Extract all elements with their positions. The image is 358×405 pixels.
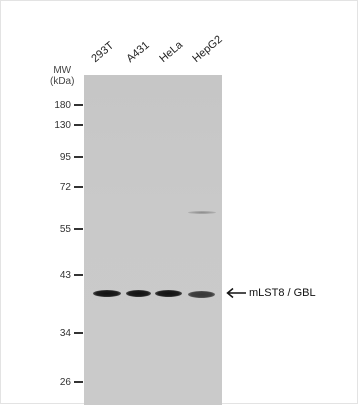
mw-header-line2: (kDa) (50, 76, 75, 87)
marker-label: 72 (59, 181, 71, 193)
marker-label: 43 (59, 269, 71, 281)
marker-180: 180 (53, 99, 83, 111)
marker-label: 180 (54, 99, 71, 111)
marker-95: 95 (53, 151, 83, 163)
marker-label: 55 (59, 223, 71, 235)
marker-dash (74, 274, 83, 276)
lane-label-3: HeLa (157, 38, 186, 65)
band-lane-3 (155, 290, 182, 297)
marker-label: 34 (59, 327, 71, 339)
lane-label-1: 293T (89, 39, 117, 65)
band-lane-1 (93, 290, 121, 297)
arrow-left-icon (226, 287, 246, 299)
marker-label: 26 (59, 376, 71, 388)
marker-34: 34 (53, 327, 83, 339)
band-lane-2 (126, 290, 151, 297)
marker-dash (74, 186, 83, 188)
faint-band-lane-4 (188, 211, 216, 214)
marker-dash (74, 104, 83, 106)
lane-label-4: HepG2 (190, 33, 225, 65)
marker-dash (74, 228, 83, 230)
blot-membrane (84, 75, 222, 405)
mw-header-line1: MW (53, 65, 72, 76)
lane-label-2: A431 (124, 39, 152, 65)
marker-label: 95 (59, 151, 71, 163)
marker-dash (74, 124, 83, 126)
marker-130: 130 (53, 119, 83, 131)
target-label: mLST8 / GBL (249, 287, 316, 299)
band-lane-4 (188, 291, 215, 298)
mw-header: MW (kDa) (50, 65, 74, 87)
marker-label: 130 (54, 119, 71, 131)
marker-dash (74, 156, 83, 158)
marker-dash (74, 332, 83, 334)
marker-72: 72 (53, 181, 83, 193)
marker-26: 26 (53, 376, 83, 388)
target-annotation: mLST8 / GBL (225, 287, 316, 299)
marker-43: 43 (53, 269, 83, 281)
marker-dash (74, 381, 83, 383)
marker-55: 55 (53, 223, 83, 235)
